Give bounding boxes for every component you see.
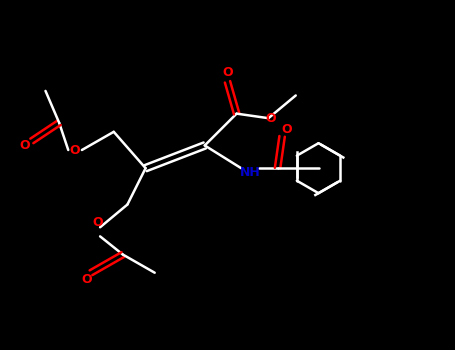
- Text: O: O: [281, 123, 292, 136]
- Text: O: O: [81, 273, 92, 286]
- Text: O: O: [92, 216, 103, 229]
- Text: O: O: [265, 112, 276, 125]
- Text: NH: NH: [240, 166, 261, 179]
- Text: O: O: [20, 139, 30, 152]
- Text: O: O: [70, 144, 81, 156]
- Text: O: O: [222, 66, 233, 79]
